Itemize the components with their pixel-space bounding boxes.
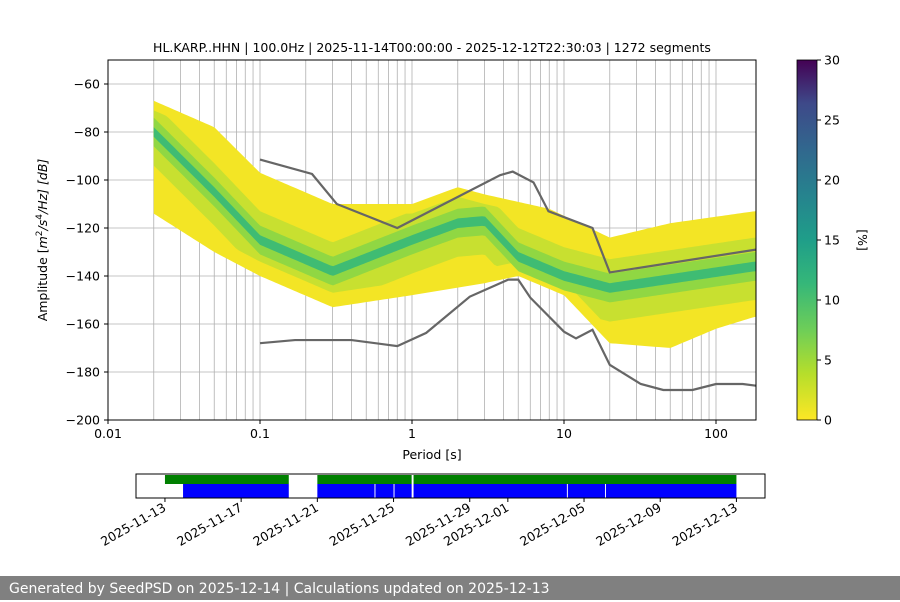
- x-tick-label: 0.01: [94, 426, 122, 441]
- availability-bar-blue: [605, 484, 737, 498]
- y-tick-label: −140: [66, 269, 100, 284]
- x-axis-label: Period [s]: [402, 447, 461, 462]
- x-tick-label: 10: [556, 426, 572, 441]
- colorbar-ticks: 0 5 10 15 20 25 30: [817, 53, 840, 428]
- x-tick-label: 100: [704, 426, 728, 441]
- y-tick-label: −100: [66, 173, 100, 188]
- colorbar-tick-label: 30: [824, 53, 840, 68]
- colorbar-tick-label: 0: [824, 413, 832, 428]
- line-nlnm: [259, 278, 756, 392]
- timeline-tick-label: 2025-12-09: [593, 500, 663, 549]
- timeline-tick-label: 2025-12-13: [670, 500, 740, 549]
- colorbar-tick-label: 5: [824, 353, 832, 368]
- availability-bar-blue: [413, 484, 567, 498]
- timeline-tick-label: 2025-11-13: [98, 500, 168, 549]
- colorbar: [796, 59, 818, 421]
- availability-bar-green: [164, 475, 289, 484]
- y-tick-label: −200: [66, 413, 100, 428]
- availability-bar-green: [413, 475, 737, 484]
- axis-ticks: 0.01 0.1 1 10 100 −60 −80 −100 −120 −140 −160 −180 −…: [66, 77, 728, 442]
- colorbar-tick-label: 25: [824, 113, 840, 128]
- colorbar-tick-label: 20: [824, 173, 840, 188]
- colorbar-tick-label: 10: [824, 293, 840, 308]
- availability-bar-blue: [375, 484, 394, 498]
- timeline-tick-label: 2025-11-25: [327, 500, 397, 549]
- timeline-tick-label: 2025-11-21: [250, 500, 320, 549]
- y-tick-label: −80: [74, 125, 100, 140]
- psd-histogram: [153, 100, 756, 348]
- psd-chart: HL.KARP..HHN | 100.0Hz | 2025-11-14T00:0…: [35, 40, 870, 549]
- colorbar-label: [%]: [855, 229, 870, 251]
- y-axis-label: Amplitude [m2/s4/Hz] [dB]: [35, 159, 50, 322]
- availability-bar-blue: [394, 484, 412, 498]
- timeline-tick-label: 2025-12-05: [517, 500, 587, 549]
- availability-bar-blue: [183, 484, 289, 498]
- x-tick-label: 1: [408, 426, 416, 441]
- y-tick-label: −120: [66, 221, 100, 236]
- availability-bar-blue: [567, 484, 605, 498]
- noise-model-lines: [259, 158, 756, 392]
- timeline-tick-label: 2025-11-17: [174, 500, 244, 549]
- availability-bar-blue: [317, 484, 375, 498]
- footer: Generated by SeedPSD on 2025-12-14 | Cal…: [0, 576, 900, 600]
- availability-bar-green: [317, 475, 412, 484]
- data-availability-timeline: 2025-11-13 2025-11-17 2025-11-21 2025-11-25…: [98, 473, 766, 549]
- chart-title: HL.KARP..HHN | 100.0Hz | 2025-11-14T00:0…: [153, 40, 711, 55]
- histogram-band-mode: [153, 127, 756, 293]
- timeline-frame: [135, 473, 766, 499]
- y-tick-label: −160: [66, 317, 100, 332]
- line-nhnm: [259, 158, 756, 274]
- y-tick-label: −60: [74, 77, 100, 92]
- x-tick-label: 0.1: [250, 426, 270, 441]
- plot-frame: [107, 59, 757, 421]
- y-tick-label: −180: [66, 365, 100, 380]
- colorbar-tick-label: 15: [824, 233, 840, 248]
